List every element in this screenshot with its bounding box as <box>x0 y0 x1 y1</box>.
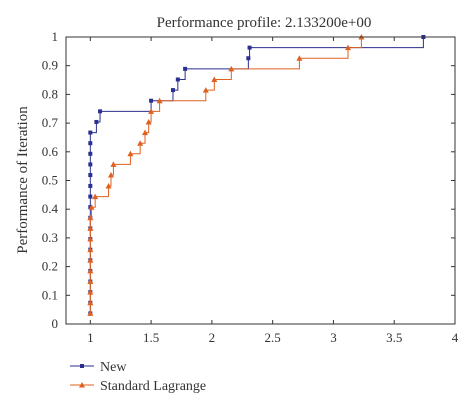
series-line-standard-lagrange <box>89 37 362 314</box>
x-tick-label: 3 <box>330 330 337 345</box>
y-tick-label: 0.5 <box>42 173 58 188</box>
data-point-new <box>183 66 188 71</box>
data-point-standard-lagrange <box>87 225 94 231</box>
data-point-standard-lagrange <box>107 172 114 178</box>
x-tick-label: 1 <box>87 330 94 345</box>
data-point-standard-lagrange <box>87 257 94 263</box>
data-point-standard-lagrange <box>92 193 99 200</box>
data-point-standard-lagrange <box>211 76 218 82</box>
x-tick-label: 3.5 <box>386 330 402 345</box>
y-tick-label: 0.2 <box>42 259 58 274</box>
data-point-new <box>175 77 180 82</box>
data-point-new <box>98 109 103 114</box>
data-point-standard-lagrange <box>110 161 117 167</box>
x-tick-label: 1.5 <box>143 330 159 345</box>
legend-label-new: New <box>100 360 127 375</box>
data-point-standard-lagrange <box>87 214 94 221</box>
chart-title: Performance profile: 2.133200e+00 <box>157 15 372 31</box>
data-point-standard-lagrange <box>228 65 235 72</box>
y-axis-label: Performance of Iteration <box>15 106 31 254</box>
y-tick-label: 0 <box>52 316 59 331</box>
data-point-new <box>246 56 251 61</box>
series-standard-lagrange <box>87 34 365 316</box>
y-tick-label: 0.4 <box>42 201 59 216</box>
data-point-new <box>88 130 93 135</box>
data-point-standard-lagrange <box>87 299 94 306</box>
series-layer <box>87 34 426 316</box>
data-point-standard-lagrange <box>87 310 94 316</box>
y-tick-label: 0.9 <box>42 58 58 73</box>
data-point-new <box>88 183 93 188</box>
data-point-standard-lagrange <box>156 97 163 104</box>
data-point-new <box>88 141 93 146</box>
data-point-standard-lagrange <box>87 289 94 295</box>
y-tick-label: 0.3 <box>42 230 58 245</box>
y-tick-label: 0.6 <box>42 144 59 159</box>
data-point-standard-lagrange <box>202 87 209 93</box>
data-point-standard-lagrange <box>142 129 149 136</box>
data-point-standard-lagrange <box>345 44 352 51</box>
series-line-new <box>89 37 424 314</box>
data-point-new <box>88 151 93 156</box>
data-point-standard-lagrange <box>88 204 95 210</box>
data-point-new <box>88 194 93 199</box>
data-point-new <box>94 119 99 124</box>
data-point-new <box>247 45 252 50</box>
axis-ticks: 1 1.5 2 2.5 3 3.5 4 0 0.1 0.2 0.3 0.4 0.5 0.6 0.7 0.8 0.… <box>42 29 459 345</box>
data-point-standard-lagrange <box>87 278 94 285</box>
data-point-standard-lagrange <box>148 108 155 114</box>
x-tick-label: 2 <box>209 330 216 345</box>
data-point-standard-lagrange <box>87 267 94 274</box>
legend-marker-standard-lagrange <box>79 382 85 388</box>
data-point-standard-lagrange <box>105 182 112 189</box>
legend-marker-new <box>80 364 84 368</box>
data-point-standard-lagrange <box>87 236 94 242</box>
x-tick-label: 4 <box>452 330 459 345</box>
data-point-new <box>88 173 93 178</box>
data-point-standard-lagrange <box>127 150 134 157</box>
y-tick-label: 0.1 <box>42 287 58 302</box>
series-new <box>88 35 426 316</box>
x-tick-label: 2.5 <box>265 330 281 345</box>
data-point-standard-lagrange <box>296 55 303 61</box>
legend: New Standard Lagrange <box>70 360 206 394</box>
plot-frame <box>65 36 456 325</box>
data-point-standard-lagrange <box>87 246 94 253</box>
y-tick-label: 0.8 <box>42 86 58 101</box>
y-tick-label: 0.7 <box>42 115 59 130</box>
y-tick-label: 1 <box>52 29 59 44</box>
data-point-new <box>149 98 154 103</box>
data-point-standard-lagrange <box>145 118 152 125</box>
data-point-new <box>88 162 93 167</box>
data-point-standard-lagrange <box>137 140 144 146</box>
legend-label-standard-lagrange: Standard Lagrange <box>100 379 206 394</box>
data-point-new <box>170 88 175 93</box>
